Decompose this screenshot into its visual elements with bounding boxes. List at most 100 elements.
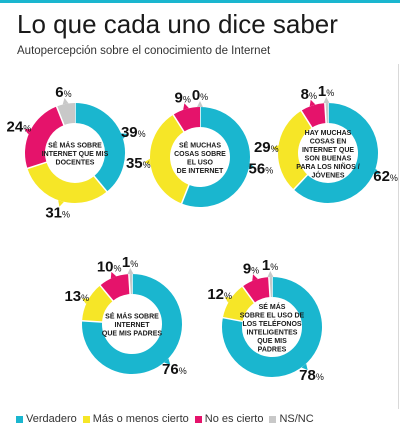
- donut-separator: [221, 316, 244, 323]
- legend-swatch-mas-o-menos: [82, 415, 90, 423]
- value-pointer-ns-nc: [323, 97, 330, 104]
- value-pointer-ns-nc: [267, 271, 274, 278]
- value-pointer-verdadero: [121, 133, 128, 139]
- donut-segment-no-es-cierto: [25, 106, 65, 169]
- donut-center-label-line: QUE MIS PADRES: [102, 331, 162, 338]
- donut-center-label-line: LOS TELÉFONOS: [242, 319, 301, 328]
- value-label-ns-nc: 0%: [192, 87, 208, 104]
- value-label-no-es-cierto: 9%: [243, 261, 259, 278]
- donut-separator: [92, 174, 109, 193]
- value-pointer-ns-nc: [127, 268, 134, 275]
- donut-center-label-line: QUE MIS: [257, 338, 287, 345]
- donut-center-label-line: SÉ MUCHAS: [179, 140, 221, 149]
- donut-separator: [128, 273, 131, 296]
- donut-segment-verdadero: [222, 277, 322, 377]
- donut-separator: [300, 109, 314, 129]
- donut-separator: [172, 113, 186, 133]
- value-label-mas-o-menos: 29%: [254, 139, 279, 156]
- value-label-no-es-cierto: 8%: [301, 86, 317, 103]
- donut-center-label-line: COSAS SOBRE: [174, 151, 226, 158]
- donut-separator: [81, 320, 104, 323]
- legend-item-no-es-cierto: No es cierto: [194, 413, 263, 425]
- donut-center-label-line: DOCENTES: [56, 160, 95, 167]
- value-label-verdadero: 62%: [373, 168, 398, 185]
- donut-separator: [324, 102, 327, 125]
- donut-center-label-line: SOBRE EL USO DE: [240, 312, 305, 319]
- donut-center-label-line: SÉ MÁS SOBRE: [105, 312, 159, 321]
- donut-segment-mas-o-menos: [82, 285, 114, 323]
- donut-segment-mas-o-menos: [222, 286, 255, 322]
- value-pointer-verdadero: [373, 168, 381, 175]
- charts-frame: [15, 64, 399, 409]
- donut-center-label-line: SÉ MÁS: [259, 302, 286, 311]
- donut-separator: [241, 285, 256, 304]
- value-pointer-ns-nc: [197, 101, 203, 107]
- donut-center-label-line: COSAS EN: [310, 138, 347, 145]
- donut-center-label-line: INTERNET: [115, 322, 151, 329]
- value-label-ns-nc: 6%: [55, 84, 71, 101]
- value-label-verdadero: 76%: [162, 361, 187, 378]
- donut-segment-verdadero: [293, 103, 378, 203]
- legend: Verdadero Más o menos cierto No es ciert…: [16, 413, 320, 425]
- donut-center-label-line: JÓVENES: [311, 170, 344, 179]
- value-label-no-es-cierto: 10%: [97, 258, 122, 275]
- legend-swatch-ns-nc: [269, 415, 277, 423]
- donut-center-label-line: INTERNET QUE: [302, 147, 354, 154]
- value-label-mas-o-menos: 13%: [64, 288, 89, 305]
- value-label-verdadero: 78%: [299, 367, 324, 384]
- page-subtitle: Autopercepción sobre el conocimiento de …: [17, 45, 271, 57]
- value-label-mas-o-menos: 12%: [207, 286, 232, 303]
- legend-item-ns-nc: NS/NC: [269, 413, 314, 425]
- legend-item-mas-o-menos: Más o menos cierto: [82, 413, 189, 425]
- legend-swatch-no-es-cierto: [194, 415, 202, 423]
- value-pointer-no-es-cierto: [24, 128, 32, 135]
- donut-center-label-line: INTERNET QUE MIS: [42, 151, 109, 158]
- donut-segment-mas-o-menos: [278, 110, 313, 190]
- donut-segment-verdadero: [82, 274, 182, 374]
- page-title: Lo que cada uno dice saber: [17, 9, 338, 39]
- value-pointer-mas-o-menos: [272, 145, 279, 152]
- value-label-mas-o-menos: 31%: [45, 205, 70, 222]
- donut-separator: [180, 183, 191, 205]
- legend-item-verdadero: Verdadero: [16, 413, 77, 425]
- donut-separator: [268, 276, 271, 299]
- value-pointer-verdadero: [164, 358, 171, 365]
- value-label-ns-nc: 1%: [262, 257, 278, 274]
- donut-segment-ns-nc: [56, 103, 76, 126]
- value-label-verdadero: 39%: [121, 124, 146, 141]
- donut-segment-verdadero: [74, 103, 125, 192]
- top-accent-bar: [0, 0, 400, 3]
- donut-separator: [55, 105, 66, 127]
- value-pointer-no-es-cierto: [309, 99, 316, 107]
- donut-segment-verdadero: [181, 107, 250, 207]
- value-pointer-verdadero: [248, 163, 256, 170]
- donut-segment-mas-o-menos: [27, 161, 107, 203]
- donut-center-label-line: PARA LOS NIÑOS /: [296, 162, 359, 171]
- legend-label-ns-nc: NS/NC: [279, 413, 314, 425]
- donut-separator: [98, 284, 115, 303]
- value-label-verdadero: 56%: [249, 161, 274, 178]
- value-pointer-no-es-cierto: [110, 271, 117, 279]
- value-pointer-no-es-cierto: [183, 103, 189, 110]
- value-label-mas-o-menos: 35%: [126, 155, 151, 172]
- value-pointer-no-es-cierto: [252, 274, 258, 281]
- value-pointer-ns-nc: [62, 97, 69, 105]
- donut-center-label-line: SÉ MÁS SOBRE: [48, 141, 102, 150]
- donut-segment-no-es-cierto: [242, 277, 271, 304]
- value-label-ns-nc: 1%: [318, 83, 334, 100]
- value-pointer-mas-o-menos: [58, 200, 64, 207]
- donut-segment-mas-o-menos: [150, 114, 190, 204]
- value-pointer-mas-o-menos: [224, 296, 232, 303]
- value-label-ns-nc: 1%: [122, 254, 138, 271]
- value-pointer-verdadero: [301, 363, 308, 371]
- donut-center-label-line: HAY MUCHAS: [305, 130, 352, 137]
- donut-segment-no-es-cierto: [301, 103, 327, 128]
- legend-label-verdadero: Verdadero: [26, 413, 77, 425]
- value-label-no-es-cierto: 24%: [7, 119, 32, 136]
- donut-center-label-line: DE INTERNET: [177, 168, 224, 175]
- donut-center-label-line: EL USO: [187, 159, 213, 166]
- donut-center-label-line: INTELIGENTES: [247, 329, 298, 336]
